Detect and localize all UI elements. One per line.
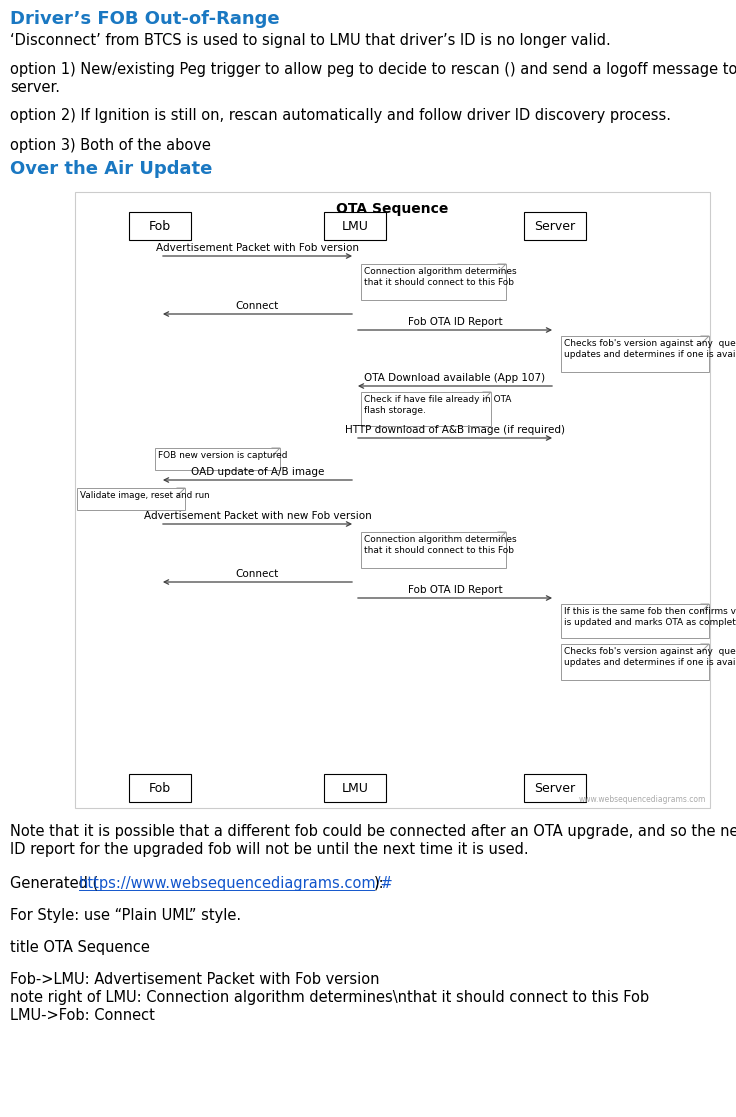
Text: LMU: LMU [342, 220, 369, 232]
FancyBboxPatch shape [561, 645, 709, 680]
Text: title OTA Sequence: title OTA Sequence [10, 941, 150, 955]
Text: Fob OTA ID Report: Fob OTA ID Report [408, 585, 502, 595]
Text: Server: Server [534, 782, 576, 794]
Text: ID report for the upgraded fob will not be until the next time it is used.: ID report for the upgraded fob will not … [10, 842, 528, 857]
Text: ‘Disconnect’ from BTCS is used to signal to LMU that driver’s ID is no longer va: ‘Disconnect’ from BTCS is used to signal… [10, 34, 611, 48]
Text: option 2) If Ignition is still on, rescan automatically and follow driver ID dis: option 2) If Ignition is still on, resca… [10, 108, 671, 123]
Text: Check if have file already in OTA
flash storage.: Check if have file already in OTA flash … [364, 395, 512, 416]
FancyBboxPatch shape [75, 192, 710, 808]
FancyBboxPatch shape [561, 604, 709, 638]
Text: LMU->Fob: Connect: LMU->Fob: Connect [10, 1008, 155, 1023]
Text: FOB new version is captured: FOB new version is captured [158, 451, 288, 460]
Text: OTA Download available (App 107): OTA Download available (App 107) [364, 373, 545, 383]
FancyBboxPatch shape [324, 212, 386, 240]
Text: Connection algorithm determines
that it should connect to this Fob: Connection algorithm determines that it … [364, 267, 517, 287]
Text: https://www.websequencediagrams.com/#: https://www.websequencediagrams.com/# [79, 876, 394, 891]
Text: Validate image, reset and run: Validate image, reset and run [80, 491, 210, 500]
FancyBboxPatch shape [129, 774, 191, 802]
Text: OAD update of A/B image: OAD update of A/B image [191, 467, 324, 477]
Text: Driver’s FOB Out-of-Range: Driver’s FOB Out-of-Range [10, 10, 280, 28]
Text: option 1) New/existing Peg trigger to allow peg to decide to rescan () and send : option 1) New/existing Peg trigger to al… [10, 63, 736, 77]
FancyBboxPatch shape [524, 212, 586, 240]
Text: Note that it is possible that a different fob could be connected after an OTA up: Note that it is possible that a differen… [10, 824, 736, 839]
FancyBboxPatch shape [361, 264, 506, 300]
Text: Server: Server [534, 220, 576, 232]
FancyBboxPatch shape [129, 212, 191, 240]
Text: Fob: Fob [149, 220, 171, 232]
Text: Fob->LMU: Advertisement Packet with Fob version: Fob->LMU: Advertisement Packet with Fob … [10, 972, 380, 987]
Text: server.: server. [10, 80, 60, 95]
Text: OTA Sequence: OTA Sequence [336, 202, 449, 216]
Text: Fob: Fob [149, 782, 171, 794]
Text: ):: ): [374, 876, 385, 891]
FancyBboxPatch shape [561, 336, 709, 372]
Text: For Style: use “Plain UML” style.: For Style: use “Plain UML” style. [10, 908, 241, 923]
Text: If this is the same fob then confirms version
is updated and marks OTA as comple: If this is the same fob then confirms ve… [564, 607, 736, 628]
FancyBboxPatch shape [324, 774, 386, 802]
Text: Connect: Connect [236, 300, 279, 311]
FancyBboxPatch shape [524, 774, 586, 802]
Text: Checks fob's version against any  queued
updates and determines if one is availa: Checks fob's version against any queued … [564, 338, 736, 360]
Text: Checks fob's version against any  queued
updates and determines if one is availa: Checks fob's version against any queued … [564, 647, 736, 668]
Text: Generated (: Generated ( [10, 876, 98, 891]
Text: Fob OTA ID Report: Fob OTA ID Report [408, 317, 502, 327]
FancyBboxPatch shape [361, 392, 491, 426]
Text: Advertisement Packet with new Fob version: Advertisement Packet with new Fob versio… [144, 510, 372, 521]
Text: Advertisement Packet with Fob version: Advertisement Packet with Fob version [156, 244, 359, 252]
Text: www.websequencediagrams.com: www.websequencediagrams.com [578, 795, 706, 804]
Text: HTTP download of A&B image (if required): HTTP download of A&B image (if required) [345, 424, 565, 435]
Text: Connection algorithm determines
that it should connect to this Fob: Connection algorithm determines that it … [364, 535, 517, 555]
FancyBboxPatch shape [155, 448, 280, 470]
Text: Connect: Connect [236, 569, 279, 579]
Text: note right of LMU: Connection algorithm determines\nthat it should connect to th: note right of LMU: Connection algorithm … [10, 990, 649, 1005]
FancyBboxPatch shape [77, 488, 185, 510]
Text: Over the Air Update: Over the Air Update [10, 160, 213, 178]
Text: option 3) Both of the above: option 3) Both of the above [10, 139, 211, 153]
Text: LMU: LMU [342, 782, 369, 794]
FancyBboxPatch shape [361, 532, 506, 569]
